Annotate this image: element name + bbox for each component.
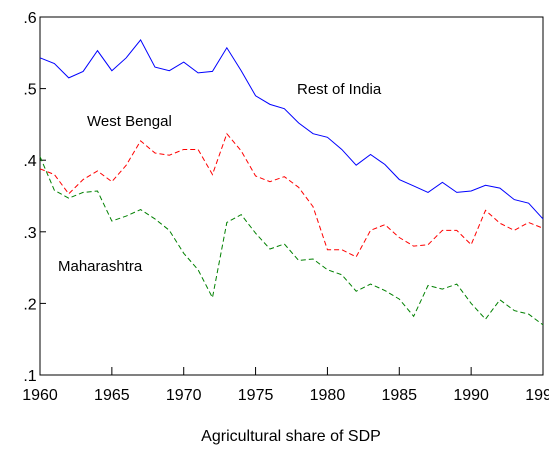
series-label: Rest of India	[297, 81, 382, 98]
series-line	[39, 156, 544, 326]
x-tick-label: 1980	[310, 387, 346, 404]
series-line	[39, 132, 544, 258]
plot-frame	[39, 16, 544, 376]
series-line	[39, 39, 544, 220]
series-label: Maharashtra	[58, 258, 143, 275]
y-tick-label: .3	[23, 225, 36, 242]
y-tick-label: .6	[23, 10, 36, 27]
x-axis-label: Agricultural share of SDP	[201, 428, 381, 445]
y-tick-label: .4	[23, 153, 36, 170]
x-tick-label: 1985	[381, 387, 417, 404]
y-tick-label: .2	[23, 296, 36, 313]
x-tick-label: 1965	[94, 387, 130, 404]
x-tick-label: 1975	[238, 387, 274, 404]
x-tick-label: 1995	[525, 387, 549, 404]
x-tick-label: 1970	[166, 387, 202, 404]
y-tick-label: .5	[23, 82, 36, 99]
y-tick-label: .1	[23, 368, 36, 385]
x-tick-label: 1990	[453, 387, 489, 404]
x-tick-label: 1960	[22, 387, 58, 404]
series-label: West Bengal	[87, 113, 172, 130]
